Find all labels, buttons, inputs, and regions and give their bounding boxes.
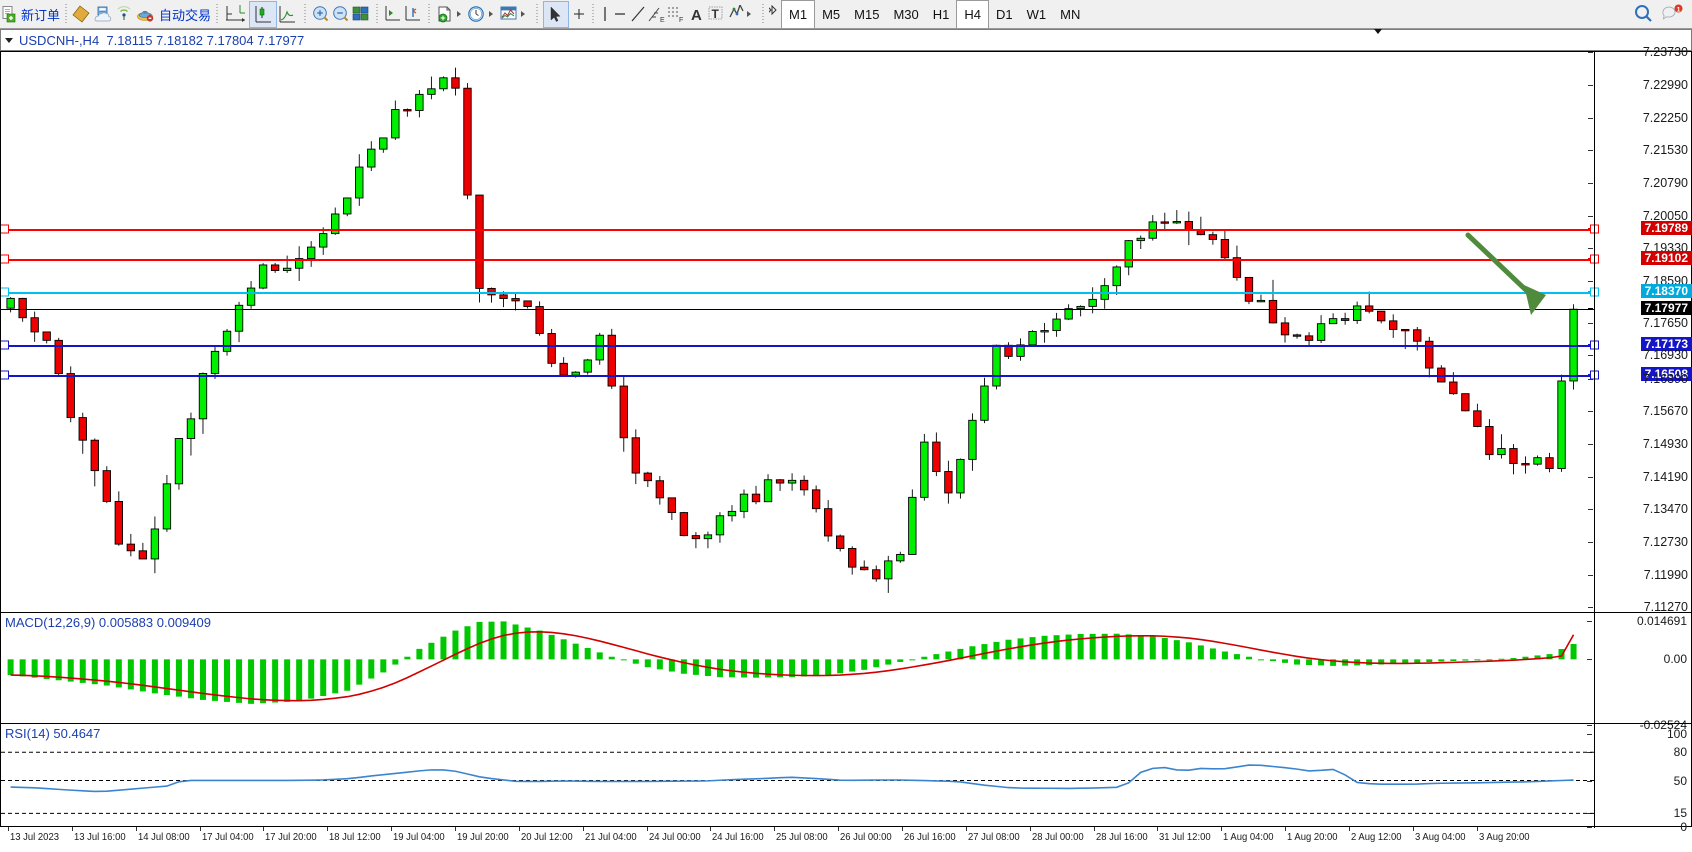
svg-text:T: T <box>712 7 720 21</box>
svg-text:A: A <box>691 7 702 24</box>
svg-text:E: E <box>660 17 665 24</box>
svg-text:F: F <box>679 17 683 24</box>
svg-text:1: 1 <box>1677 6 1681 13</box>
